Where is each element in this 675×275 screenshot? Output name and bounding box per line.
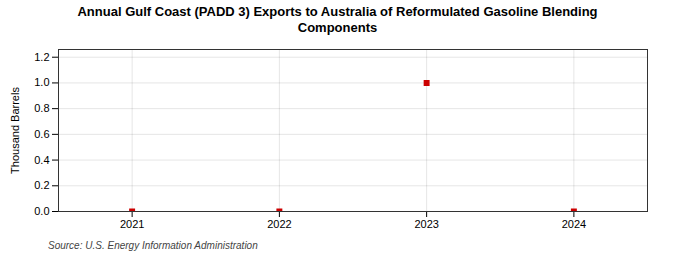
svg-text:0.2: 0.2 (34, 179, 49, 191)
svg-text:0.4: 0.4 (34, 153, 49, 165)
html-text:Annual Gulf Coast (PADD 3) Exp: Annual Gulf Coast (PADD 3) Exports to Au… (77, 4, 598, 36)
svg-text:1.0: 1.0 (34, 76, 49, 88)
html-text:Source: U.S. Energy Informatio: Source: U.S. Energy Information Administ… (48, 239, 258, 251)
svg-text:2024: 2024 (562, 218, 586, 230)
svg-text:0.0: 0.0 (34, 205, 49, 217)
svg-text:2021: 2021 (120, 218, 144, 230)
svg-text:1.2: 1.2 (34, 50, 49, 62)
svg-text:0.8: 0.8 (34, 102, 49, 114)
svg-text:2022: 2022 (267, 218, 291, 230)
svg-text:Thousand Barrels: Thousand Barrels (9, 86, 21, 173)
svg-text:0.6: 0.6 (34, 127, 49, 139)
svg-text:2023: 2023 (414, 218, 438, 230)
